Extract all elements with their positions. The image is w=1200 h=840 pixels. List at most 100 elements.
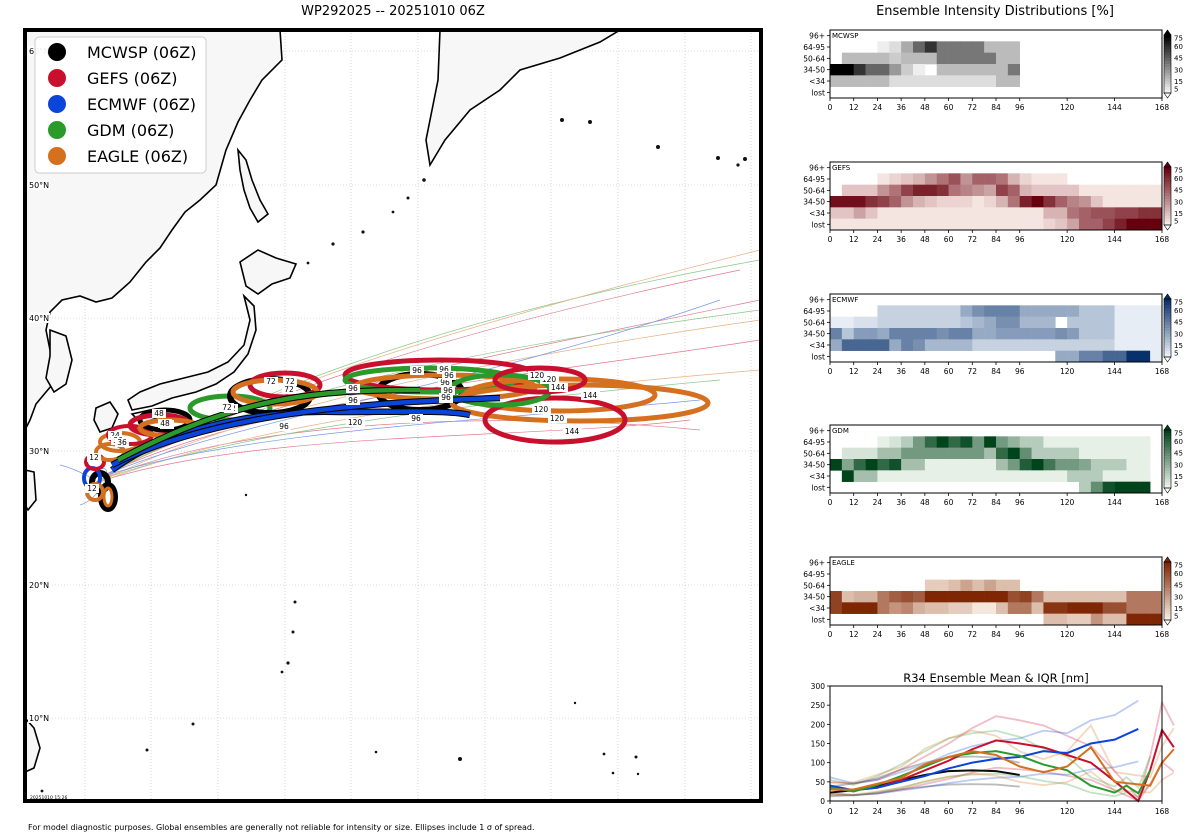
heatmap-gdm-cell bbox=[1031, 447, 1044, 460]
heatmap-eagle-title: EAGLE bbox=[832, 559, 855, 567]
heatmap-gdm-cell bbox=[1079, 436, 1092, 448]
heatmap-ecmwf-cell bbox=[1043, 328, 1056, 340]
heatmap-mcwsp-cell bbox=[996, 64, 1009, 76]
land-hokkaido bbox=[239, 249, 298, 295]
lat-label-30: 30°N bbox=[29, 447, 49, 456]
colorbar-eagle-step bbox=[1164, 564, 1171, 569]
colorbar-gefs-step bbox=[1164, 175, 1171, 179]
heatmap-ecmwf-cell bbox=[913, 305, 926, 317]
heatmap-ecmwf-row-label: 34-50 bbox=[803, 330, 825, 339]
label-mcwsp-72: 72 bbox=[266, 377, 276, 386]
heatmap-ecmwf-cell bbox=[972, 339, 985, 351]
heatmap-ecmwf-cell bbox=[1150, 350, 1163, 363]
eagle-labels: 36 48 72 96 120 144 bbox=[115, 385, 600, 447]
heatmap-gefs-cell bbox=[1007, 173, 1021, 185]
r34-y-label: 200 bbox=[811, 720, 826, 729]
heatmap-ecmwf-cell bbox=[1019, 339, 1032, 351]
r34-line-ecmwf bbox=[829, 728, 1139, 792]
colorbar-eagle-step bbox=[1164, 591, 1171, 595]
heatmap-gefs-cell bbox=[1126, 218, 1139, 231]
label-eagle-48: 48 bbox=[160, 419, 170, 428]
colorbar-ecmwf-step bbox=[1164, 313, 1171, 317]
heatmap-eagle-cell bbox=[841, 602, 855, 614]
heatmap-gdm-cell bbox=[984, 447, 997, 460]
heatmap-ecmwf-cell bbox=[984, 316, 997, 329]
heatmap-gefs-cell bbox=[1067, 218, 1080, 231]
heatmap-ecmwf-cell bbox=[1079, 339, 1092, 351]
heatmap-eagle-cell bbox=[1067, 591, 1080, 603]
heatmap-eagle-cell bbox=[936, 579, 949, 592]
heatmap-gdm-cell bbox=[889, 436, 902, 448]
heatmap-gdm-cell bbox=[841, 459, 855, 471]
heatmap-gdm-cell bbox=[996, 470, 1009, 482]
heatmap-gdm-cell bbox=[1138, 481, 1151, 494]
heatmap-mcwsp-row-label: 64-95 bbox=[803, 43, 825, 52]
colorbar-eagle-max-arrow bbox=[1163, 556, 1172, 563]
heatmap-eagle-cell bbox=[1043, 602, 1056, 614]
r34-x-label: 168 bbox=[1155, 807, 1170, 816]
heatmap-mcwsp-x-label: 144 bbox=[1107, 103, 1122, 112]
heatmap-gefs-cell bbox=[984, 218, 997, 231]
colorbar-ecmwf-tick-label: 75 bbox=[1174, 299, 1183, 307]
colorbar-eagle-step bbox=[1164, 562, 1171, 566]
heatmap-eagle-cell bbox=[853, 591, 866, 603]
label-mcwsp-96b: 96 bbox=[440, 378, 450, 387]
colorbar-ecmwf-step bbox=[1164, 342, 1171, 346]
legend-label-mcwsp: MCWSP (06Z) bbox=[87, 43, 197, 62]
heatmap-ecmwf-cell bbox=[1055, 328, 1068, 340]
colorbar-eagle-step bbox=[1164, 588, 1171, 592]
heatmap-gdm-cell bbox=[960, 436, 973, 448]
legend-marker-eagle bbox=[48, 147, 66, 165]
colorbar-mcwsp-step bbox=[1164, 52, 1171, 56]
heatmap-ecmwf-cell bbox=[830, 328, 843, 340]
heatmap-eagle-cell bbox=[913, 602, 926, 614]
heatmap-mcwsp-row-label: 50-64 bbox=[803, 54, 825, 63]
heatmap-gdm-cell bbox=[960, 470, 973, 482]
colorbar-gdm-step bbox=[1164, 444, 1171, 448]
colorbar-ecmwf-step bbox=[1164, 316, 1171, 320]
r34-x-label: 96 bbox=[1015, 807, 1025, 816]
heatmap-ecmwf-cell bbox=[936, 305, 949, 317]
heatmap-ecmwf-cell bbox=[1079, 305, 1092, 317]
heatmap-gdm-cell bbox=[1090, 481, 1104, 494]
heatmap-ecmwf-cell bbox=[901, 316, 914, 329]
heatmap-gefs-row-label: 96+ bbox=[809, 164, 825, 173]
heatmap-gefs-cell bbox=[948, 196, 961, 208]
colorbar-gefs-step bbox=[1164, 196, 1171, 200]
colorbar-eagle-step bbox=[1164, 608, 1171, 612]
colorbar-eagle-step bbox=[1164, 614, 1171, 618]
heatmap-mcwsp-x-label: 12 bbox=[849, 103, 859, 112]
heatmap-gdm-cell bbox=[936, 447, 949, 460]
colorbar-gefs-step bbox=[1164, 207, 1171, 211]
heatmap-eagle-cell bbox=[972, 591, 985, 603]
heatmap-ecmwf-cell bbox=[1019, 305, 1032, 317]
heatmap-gefs-x-label: 120 bbox=[1060, 235, 1075, 244]
colorbar-eagle-tick-label: 30 bbox=[1174, 593, 1183, 601]
label-eagle-36: 36 bbox=[117, 438, 127, 447]
heatmap-ecmwf-cell bbox=[1043, 339, 1056, 351]
label-gefs-144b: 144 bbox=[565, 427, 580, 436]
heatmap-gefs-cell bbox=[853, 184, 866, 197]
heatmap-eagle-cell bbox=[913, 591, 926, 603]
r34-x-label: 0 bbox=[828, 807, 833, 816]
heatmap-mcwsp-row-label: lost bbox=[811, 88, 825, 97]
colorbar-gefs-step bbox=[1164, 169, 1171, 174]
heatmap-eagle-cell bbox=[984, 602, 997, 614]
legend-marker-mcwsp bbox=[48, 43, 66, 61]
heatmap-gefs-cell bbox=[1067, 184, 1080, 197]
heatmap-gdm-cell bbox=[948, 459, 961, 471]
heatmap-eagle-cell bbox=[1126, 591, 1139, 603]
heatmap-eagle-cell bbox=[841, 591, 855, 603]
heatmap-gefs-cell bbox=[1079, 196, 1092, 208]
colorbar-eagle-frame bbox=[1163, 561, 1172, 621]
heatmap-ecmwf-cell bbox=[865, 328, 878, 340]
heatmap-ecmwf-cell bbox=[1150, 328, 1163, 340]
heatmap-eagle-cell bbox=[996, 591, 1009, 603]
heatmap-mcwsp-cell bbox=[996, 75, 1009, 87]
heatmap-gefs-x-label: 36 bbox=[896, 235, 906, 244]
colorbar-mcwsp-tick-label: 60 bbox=[1174, 43, 1183, 51]
heatmap-gefs-x-label: 168 bbox=[1155, 235, 1170, 244]
heatmap-mcwsp-cell bbox=[924, 75, 938, 87]
